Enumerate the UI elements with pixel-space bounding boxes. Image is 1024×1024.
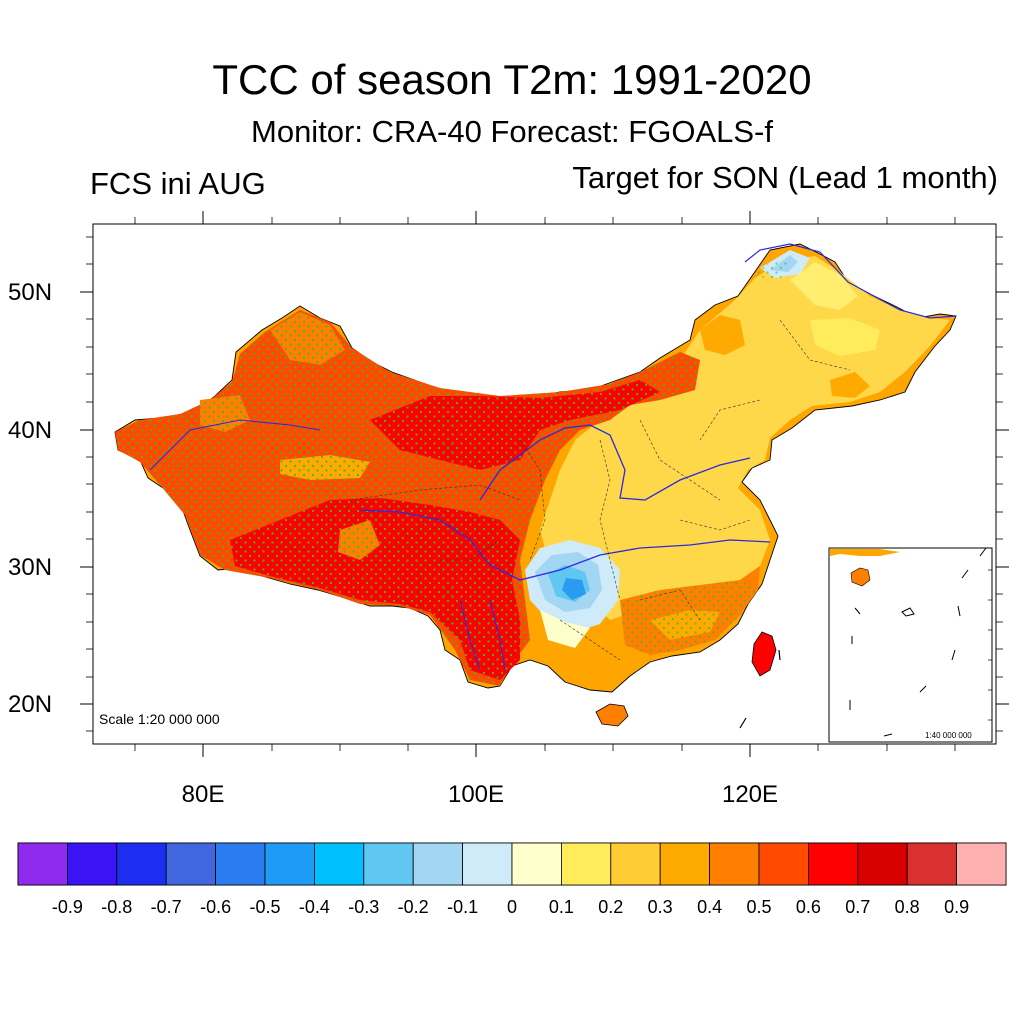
colorbar-swatch (412, 842, 464, 886)
colorbar-tick-label: -0.2 (397, 897, 429, 917)
forecast-init-label: FCS ini AUG (90, 166, 266, 201)
colorbar-tick-label: 0.7 (845, 897, 871, 917)
hainan-island (595, 703, 629, 727)
yangtze-river (359, 509, 771, 581)
colorbar-swatch (17, 842, 68, 886)
colorbar-swatch (462, 842, 513, 886)
colorbar-swatch (956, 842, 1007, 886)
colorbar-tick-label: -0.4 (298, 897, 330, 917)
y-tick-20n: 20N (8, 691, 53, 718)
y-axis-ticks (80, 291, 1009, 705)
colorbar-tick-label: -0.8 (101, 897, 133, 917)
colorbar-swatch (215, 842, 266, 886)
colorbar-swatch (116, 842, 167, 886)
south-china-sea-inset (828, 547, 993, 743)
taiwan-island (751, 631, 777, 677)
y-tick-40n: 40N (8, 417, 53, 444)
heilong-river (744, 243, 957, 319)
colorbar-swatch (610, 842, 661, 886)
colorbar (17, 842, 1007, 886)
map-title: TCC of season T2m: 1991-2020 (212, 56, 812, 103)
colorbar-swatch (264, 842, 315, 886)
colorbar-swatch (857, 842, 908, 886)
x-tick-100e: 100E (447, 781, 505, 808)
colorbar-swatch (313, 842, 365, 886)
y-tick-30n: 30N (8, 554, 53, 581)
inset-scale-label: 1:40 000 000 (925, 731, 972, 740)
colorbar-tick-label: -0.6 (200, 897, 232, 917)
scale-label: Scale 1:20 000 000 (99, 711, 220, 727)
colorbar-swatch (659, 842, 711, 886)
colorbar-tick-label: 0 (506, 897, 517, 917)
colorbar-swatch (906, 842, 958, 886)
colorbar-tick-label: -0.9 (51, 897, 83, 917)
colorbar-swatch (363, 842, 414, 886)
china-field (114, 243, 957, 729)
colorbar-swatch (758, 842, 809, 886)
colorbar-tick-label: -0.1 (447, 897, 479, 917)
map-subtitle: Monitor: CRA-40 Forecast: FGOALS-f (251, 114, 773, 149)
colorbar-swatch (165, 842, 216, 886)
colorbar-tick-label: 0.5 (746, 897, 772, 917)
colorbar-tick-label: 0.4 (697, 897, 723, 917)
colorbar-swatch (709, 842, 760, 886)
x-tick-120e: 120E (721, 781, 779, 808)
colorbar-tick-label: -0.3 (348, 897, 380, 917)
x-axis-ticks (202, 211, 751, 757)
tarim-river (149, 419, 321, 471)
colorbar-tick-label: 0.3 (647, 897, 673, 917)
target-season-label: Target for SON (Lead 1 month) (572, 160, 998, 195)
colorbar-tick-label: 0.6 (795, 897, 821, 917)
colorbar-tick-label: 0.9 (944, 897, 970, 917)
colorbar-tick-label: 0.1 (548, 897, 574, 917)
colorbar-tick-label: -0.7 (150, 897, 182, 917)
colorbar-tick-label: -0.5 (249, 897, 281, 917)
colorbar-swatch (808, 842, 859, 886)
colorbar-swatch (511, 842, 562, 886)
colorbar-swatch (561, 842, 612, 886)
y-tick-50n: 50N (8, 279, 53, 306)
colorbar-tick-label: 0.2 (598, 897, 624, 917)
x-tick-80e: 80E (181, 781, 225, 808)
colorbar-swatch (67, 842, 118, 886)
colorbar-tick-label: 0.8 (894, 897, 920, 917)
